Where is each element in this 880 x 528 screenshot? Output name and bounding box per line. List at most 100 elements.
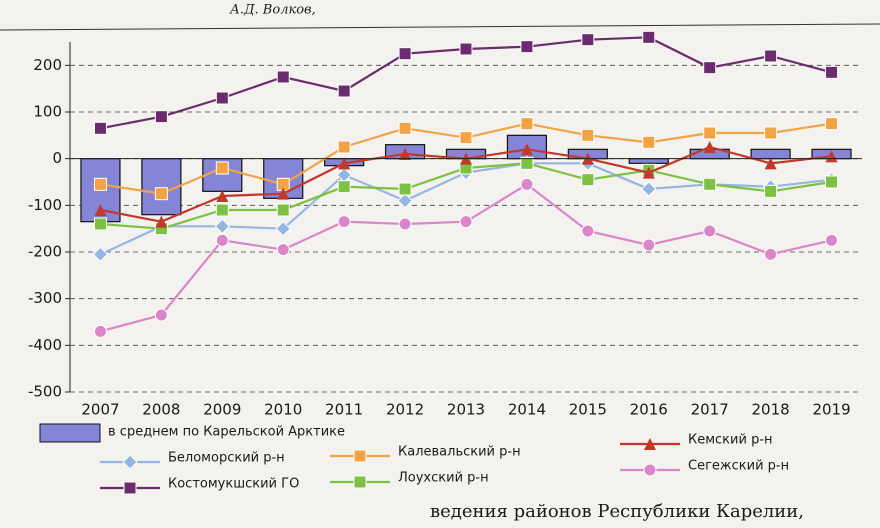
x-tick-label: 2009 [203,401,241,419]
point-marker [825,65,839,79]
point-marker [581,173,595,187]
point-marker [277,187,290,200]
legend-label: Кемский р-н [688,433,773,448]
point-marker [581,33,595,47]
point-marker [459,42,473,56]
y-tick-label: 100 [33,103,62,121]
point-marker [398,217,412,231]
x-tick-label: 2019 [812,401,850,419]
point-marker [397,192,413,209]
point-marker [703,61,717,75]
point-marker [215,203,229,217]
y-tick-label: -100 [28,196,62,214]
point-marker [825,150,838,163]
series-line [100,183,832,333]
legend-marker [353,475,367,489]
point-marker [520,40,534,54]
point-marker [642,166,655,179]
bar [628,158,669,164]
point-marker [642,30,656,44]
point-marker [764,126,778,140]
point-marker [703,177,717,191]
point-marker [276,70,290,84]
point-marker [93,217,107,231]
point-marker [642,238,656,252]
y-tick-label: -400 [28,336,62,354]
point-marker [703,141,716,153]
point-marker [93,324,107,338]
x-tick-label: 2017 [691,401,729,419]
point-marker [825,175,839,189]
bar [750,148,791,160]
x-tick-label: 2008 [142,401,180,419]
point-marker [459,215,473,229]
point-marker [641,181,657,197]
point-marker [92,246,109,263]
point-marker [825,233,839,247]
legend-label: Лоухский р-н [398,471,489,486]
point-marker [764,49,778,63]
legend-marker [353,449,367,463]
x-tick-label: 2013 [447,401,485,419]
point-marker [398,47,412,61]
point-marker [93,121,107,135]
y-tick-label: -500 [28,383,62,401]
y-tick-label: -200 [28,243,62,261]
point-marker [275,220,291,237]
legend-label: Костомукшский ГО [168,477,299,492]
point-marker [93,177,107,191]
legend-marker [122,454,138,470]
point-marker [703,126,717,140]
point-marker [216,190,229,202]
point-marker [276,243,290,257]
point-marker [155,215,168,228]
point-marker [337,84,351,98]
point-marker [520,143,533,156]
point-marker [825,117,839,131]
legend-label: Сегежский р-н [688,459,789,474]
point-marker [764,184,778,198]
legend-marker [123,481,137,495]
x-tick-label: 2010 [264,401,302,419]
x-tick-label: 2007 [81,401,119,419]
legend-marker [643,463,657,477]
point-marker [215,233,229,247]
point-marker [337,180,351,194]
point-marker [399,148,412,160]
page-header: А.Д. Волков, [229,3,316,18]
point-marker [214,218,231,235]
point-marker [215,161,229,175]
x-tick-label: 2018 [752,401,790,419]
x-tick-label: 2012 [386,401,424,419]
point-marker [459,131,473,145]
legend-label: в среднем по Карельской Арктике [108,425,345,440]
point-marker [764,157,777,170]
x-tick-label: 2015 [569,401,607,419]
point-marker [154,187,168,201]
point-marker [581,128,595,142]
point-marker [215,91,229,105]
point-marker [520,117,534,131]
point-marker [520,177,534,191]
point-marker [581,224,595,238]
point-marker [337,140,351,154]
point-marker [642,135,656,149]
legend-swatch [39,423,101,443]
point-marker [703,224,717,238]
point-marker [520,156,534,170]
point-marker [338,157,351,170]
x-tick-label: 2016 [630,401,668,419]
x-tick-label: 2014 [508,401,546,419]
point-marker [154,110,168,124]
point-marker [398,182,412,196]
y-tick-label: 200 [33,56,62,74]
point-marker [154,308,168,322]
point-marker [337,215,351,229]
point-marker [94,204,107,216]
y-tick-label: 0 [52,149,62,167]
point-marker [276,203,290,217]
caption-fragment: ведения районов Республики Карелии, [430,501,804,522]
point-marker [764,247,778,261]
legend-label: Калевальский р-н [398,445,521,460]
legend-marker [644,438,656,450]
